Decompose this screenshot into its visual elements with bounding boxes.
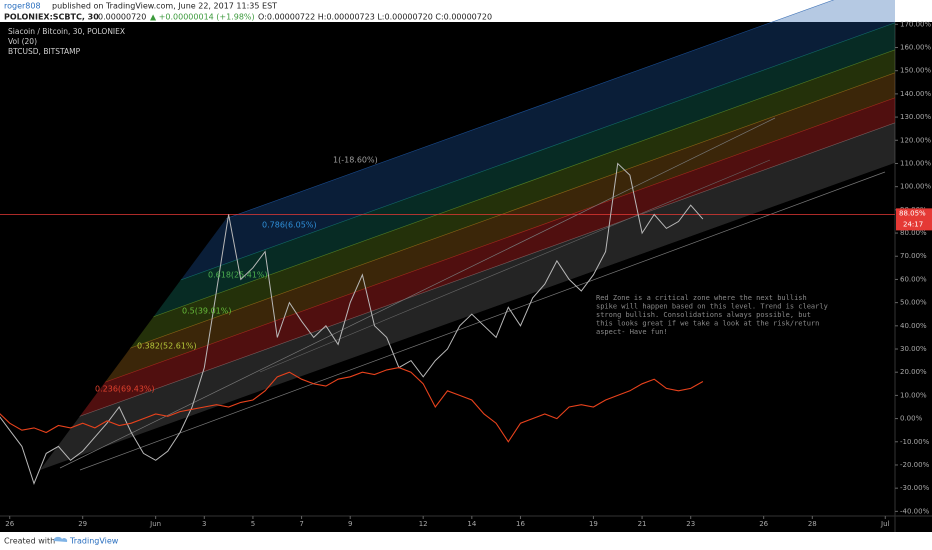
last-price: 0.00000720 <box>98 13 146 22</box>
series-line <box>0 367 704 443</box>
y-tick-label: 80.00% <box>900 229 927 237</box>
symbol: POLONIEX:SCBTC, 30 <box>4 13 99 22</box>
publish-info: published on TradingView.com, June 22, 2… <box>52 2 277 11</box>
footer-created: Created with <box>4 537 55 546</box>
fib-level-label: 0.236(69.43%) <box>95 385 155 394</box>
y-tick-label: 50.00% <box>900 299 927 307</box>
x-tick-label: 26 <box>5 520 14 528</box>
x-tick-label: 7 <box>299 520 303 528</box>
y-tick-label: 150.00% <box>900 67 931 75</box>
trend-line <box>259 159 771 373</box>
y-tick-label: 170.00% <box>900 20 931 28</box>
change: ▲ +0.00000014 (+1.98%) <box>150 13 255 22</box>
indicator-label: Vol (20) <box>8 37 37 46</box>
x-tick-label: 16 <box>516 520 525 528</box>
fib-band <box>40 0 895 345</box>
author[interactable]: roger808 <box>4 2 41 11</box>
y-tick-label: 130.00% <box>900 113 931 121</box>
y-tick-label: 10.00% <box>900 391 927 399</box>
y-tick-label: 70.00% <box>900 252 927 260</box>
fib-level-label: 0.382(52.61%) <box>137 342 197 351</box>
y-tick-label: 110.00% <box>900 159 931 167</box>
fib-level-label: 0.5(39.01%) <box>182 307 231 316</box>
x-tick-label: 3 <box>202 520 206 528</box>
header-bar <box>0 0 932 22</box>
x-tick-label: 21 <box>638 520 647 528</box>
fib-level-line <box>40 70 895 396</box>
annotation-line: Red Zone is a critical zone where the ne… <box>596 294 807 302</box>
fib-level-label: 0.786(6.05%) <box>262 221 317 230</box>
y-tick-label: -10.00% <box>900 438 930 446</box>
fib-band <box>40 71 895 420</box>
fib-channel <box>40 0 895 470</box>
x-tick-label: 29 <box>78 520 87 528</box>
fib-level-line <box>40 120 895 446</box>
trend-line <box>59 117 776 469</box>
x-tick-label: 26 <box>759 520 768 528</box>
last-price-box <box>896 208 932 231</box>
fib-level-line <box>40 95 895 421</box>
annotation-line: aspect- Have fun! <box>596 328 668 336</box>
fib-band <box>40 21 895 372</box>
trend-line <box>79 171 886 471</box>
fib-level-label: 0.618(25.41%) <box>208 271 268 280</box>
footer-bar <box>0 532 932 550</box>
countdown-label: 24:17 <box>903 220 923 228</box>
annotation-line: strong bullish. Consolidations always po… <box>596 311 811 319</box>
x-tick-label: 12 <box>419 520 428 528</box>
y-tick-label: -30.00% <box>900 484 930 492</box>
series-line <box>0 162 704 485</box>
ohlc: O:0.00000722 H:0.00000723 L:0.00000720 C… <box>258 13 492 22</box>
annotation-line: spike will happen based on this level. T… <box>596 303 828 311</box>
tv-logo <box>53 536 68 542</box>
y-tick-label: 20.00% <box>900 368 927 376</box>
y-tick-label: 60.00% <box>900 275 927 283</box>
y-tick-label: 0.00% <box>900 415 923 423</box>
fib-band <box>40 96 895 445</box>
y-tick-label: 140.00% <box>900 90 931 98</box>
x-tick-label: Jul <box>880 520 890 528</box>
fib-level-label: 1(-18.60%) <box>333 156 378 165</box>
y-tick-label: 100.00% <box>900 183 931 191</box>
y-tick-label: -40.00% <box>900 507 930 515</box>
legend-entry: BTCUSD, BITSTAMP <box>8 47 81 56</box>
y-tick-label: 40.00% <box>900 322 927 330</box>
x-tick-label: 5 <box>251 520 255 528</box>
x-tick-label: 28 <box>808 520 817 528</box>
y-tick-label: -20.00% <box>900 461 930 469</box>
last-price-label: 88.05% <box>899 209 926 217</box>
x-tick-label: 23 <box>686 520 695 528</box>
x-tick-label: 14 <box>467 520 476 528</box>
fib-band <box>40 48 895 395</box>
y-tick-label: 30.00% <box>900 345 927 353</box>
y-tick-label: 160.00% <box>900 44 931 52</box>
footer-brand[interactable]: TradingView <box>69 537 119 546</box>
x-tick-label: Jun <box>149 520 161 528</box>
fib-band <box>40 121 895 470</box>
y-tick-label: 120.00% <box>900 136 931 144</box>
legend-entry: Siacoin / Bitcoin, 30, POLONIEX <box>8 27 125 36</box>
x-tick-label: 9 <box>348 520 352 528</box>
x-tick-label: 19 <box>589 520 598 528</box>
annotation-line: this looks great if we take a look at th… <box>596 320 819 328</box>
